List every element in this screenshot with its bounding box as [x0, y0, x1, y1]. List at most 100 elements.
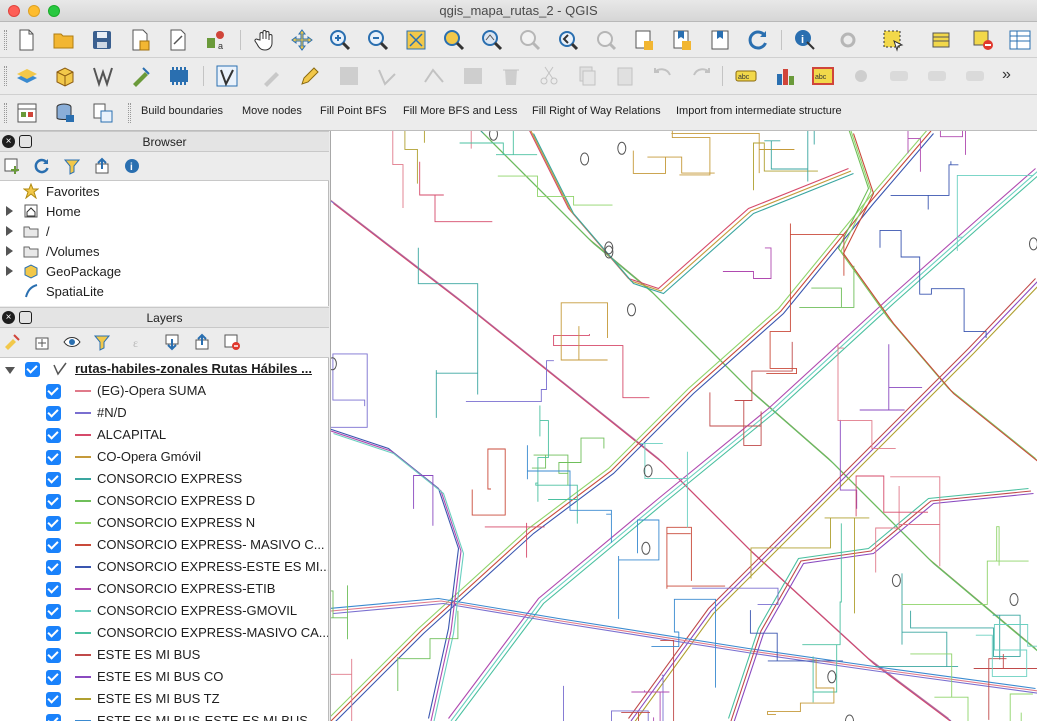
show-hide-labels-icon[interactable]	[886, 63, 912, 89]
remove-layer-icon[interactable]	[222, 332, 242, 352]
layer-visibility-checkbox[interactable]	[46, 406, 61, 421]
style-manager-icon[interactable]: a	[203, 27, 229, 53]
layer-row[interactable]: CONSORCIO EXPRESS-ETIB	[0, 578, 328, 600]
new-bookmark-icon[interactable]	[669, 27, 695, 53]
layer-visibility-checkbox[interactable]	[46, 582, 61, 597]
close-panel-icon[interactable]: ×	[2, 135, 15, 148]
pencil-icon[interactable]	[297, 63, 323, 89]
import-intermediate-button[interactable]: Import from intermediate structure	[676, 105, 842, 117]
vertex-tool-icon[interactable]	[421, 63, 447, 89]
layer-visibility-checkbox[interactable]	[46, 714, 61, 721]
zoom-to-selection-icon[interactable]	[441, 27, 467, 53]
zoom-full-icon[interactable]	[403, 27, 429, 53]
expand-all-icon[interactable]	[162, 332, 182, 352]
fill-more-bfs-button[interactable]: Fill More BFS and Less	[403, 105, 518, 117]
save-edits-icon[interactable]	[336, 63, 362, 89]
add-group-icon[interactable]	[32, 332, 52, 352]
new-shapefile-icon[interactable]	[90, 63, 116, 89]
expand-arrow-icon[interactable]	[6, 266, 13, 276]
layer-visibility-checkbox[interactable]	[46, 560, 61, 575]
show-bookmarks-icon[interactable]	[707, 27, 733, 53]
layer-visibility-checkbox[interactable]	[46, 604, 61, 619]
layer-row[interactable]: CONSORCIO EXPRESS-ESTE ES MI...	[0, 556, 328, 578]
layer-visibility-checkbox[interactable]	[46, 428, 61, 443]
layer-row[interactable]: #N/D	[0, 402, 328, 424]
layer-styling-icon[interactable]	[2, 332, 22, 352]
expand-arrow-icon[interactable]	[6, 206, 13, 216]
modify-attributes-icon[interactable]	[460, 63, 486, 89]
toolbar-grip[interactable]	[128, 103, 131, 123]
print-layout-icon[interactable]	[165, 27, 191, 53]
undo-icon[interactable]	[650, 63, 676, 89]
layer-group-row[interactable]: rutas-habiles-zonales Rutas Hábiles ...	[0, 358, 328, 380]
redo-icon[interactable]	[688, 63, 714, 89]
save-as-icon[interactable]	[127, 27, 153, 53]
filter-browser-icon[interactable]	[62, 156, 82, 176]
refresh-browser-icon[interactable]	[32, 156, 52, 176]
manage-visibility-icon[interactable]	[62, 332, 82, 352]
close-panel-icon[interactable]: ×	[2, 311, 15, 324]
new-geopackage-icon[interactable]	[52, 63, 78, 89]
python-console-icon[interactable]	[14, 100, 40, 126]
layer-row[interactable]: (EG)-Opera SUMA	[0, 380, 328, 402]
paste-features-icon[interactable]	[612, 63, 638, 89]
save-project-icon[interactable]	[89, 27, 115, 53]
refresh-icon[interactable]	[745, 27, 771, 53]
run-action-icon[interactable]	[835, 27, 861, 53]
toolbar-overflow-icon[interactable]: »	[1002, 66, 1011, 83]
pin-labels-icon[interactable]	[848, 63, 874, 89]
cut-features-icon[interactable]	[536, 63, 562, 89]
digitize-icon[interactable]	[128, 63, 154, 89]
window-maximize-button[interactable]	[48, 5, 60, 17]
open-attribute-table-icon[interactable]	[930, 27, 956, 53]
collapse-all-layers-icon[interactable]	[192, 332, 212, 352]
layers-tree[interactable]: rutas-habiles-zonales Rutas Hábiles ... …	[0, 358, 329, 721]
layer-visibility-checkbox[interactable]	[46, 472, 61, 487]
layer-row[interactable]: ESTE ES MI BUS	[0, 644, 328, 666]
layer-visibility-checkbox[interactable]	[46, 516, 61, 531]
add-feature-icon[interactable]	[374, 63, 400, 89]
layer-visibility-checkbox[interactable]	[46, 450, 61, 465]
layer-row[interactable]: ESTE ES MI BUS CO	[0, 666, 328, 688]
toggle-editing-icon[interactable]	[259, 63, 285, 89]
delete-selected-icon[interactable]	[498, 63, 524, 89]
browser-item-favorites[interactable]: Favorites	[0, 181, 328, 201]
highlight-pinned-labels-icon[interactable]: abc	[810, 63, 836, 89]
toolbar-grip[interactable]	[4, 30, 7, 50]
current-edits-icon[interactable]	[214, 63, 240, 89]
layer-visibility-checkbox[interactable]	[46, 670, 61, 685]
fill-right-of-way-button[interactable]: Fill Right of Way Relations	[532, 105, 661, 117]
identify-features-icon[interactable]: i	[792, 27, 818, 53]
layer-row[interactable]: CONSORCIO EXPRESS	[0, 468, 328, 490]
zoom-last-icon[interactable]	[555, 27, 581, 53]
collapse-all-icon[interactable]	[92, 156, 112, 176]
browser-item-spatialite[interactable]: SpatiaLite	[0, 281, 328, 301]
copy-features-icon[interactable]	[574, 63, 600, 89]
zoom-out-icon[interactable]	[365, 27, 391, 53]
processing-toolbox-icon[interactable]	[166, 63, 192, 89]
toolbar-grip[interactable]	[4, 103, 7, 123]
zoom-to-layer-icon[interactable]	[479, 27, 505, 53]
diagram-options-icon[interactable]	[772, 63, 798, 89]
layer-visibility-checkbox[interactable]	[46, 648, 61, 663]
layer-visibility-checkbox[interactable]	[46, 626, 61, 641]
open-project-icon[interactable]	[51, 27, 77, 53]
database-manager-icon[interactable]	[52, 100, 78, 126]
export-icon[interactable]	[90, 100, 116, 126]
move-label-icon[interactable]	[924, 63, 950, 89]
data-source-manager-icon[interactable]	[14, 63, 40, 89]
browser-item-volumes[interactable]: /Volumes	[0, 241, 328, 261]
move-nodes-button[interactable]: Move nodes	[242, 105, 302, 117]
filter-legend-icon[interactable]	[92, 332, 112, 352]
select-features-icon[interactable]	[880, 27, 906, 53]
layer-row[interactable]: CONSORCIO EXPRESS N	[0, 512, 328, 534]
toolbar-grip[interactable]	[4, 66, 7, 86]
window-close-button[interactable]	[8, 5, 20, 17]
layer-row[interactable]: CONSORCIO EXPRESS- MASIVO C...	[0, 534, 328, 556]
collapse-group-icon[interactable]	[5, 367, 15, 374]
layer-row[interactable]: ALCAPITAL	[0, 424, 328, 446]
zoom-in-icon[interactable]	[327, 27, 353, 53]
rotate-label-icon[interactable]	[962, 63, 988, 89]
window-minimize-button[interactable]	[28, 5, 40, 17]
float-panel-icon[interactable]	[19, 135, 32, 148]
